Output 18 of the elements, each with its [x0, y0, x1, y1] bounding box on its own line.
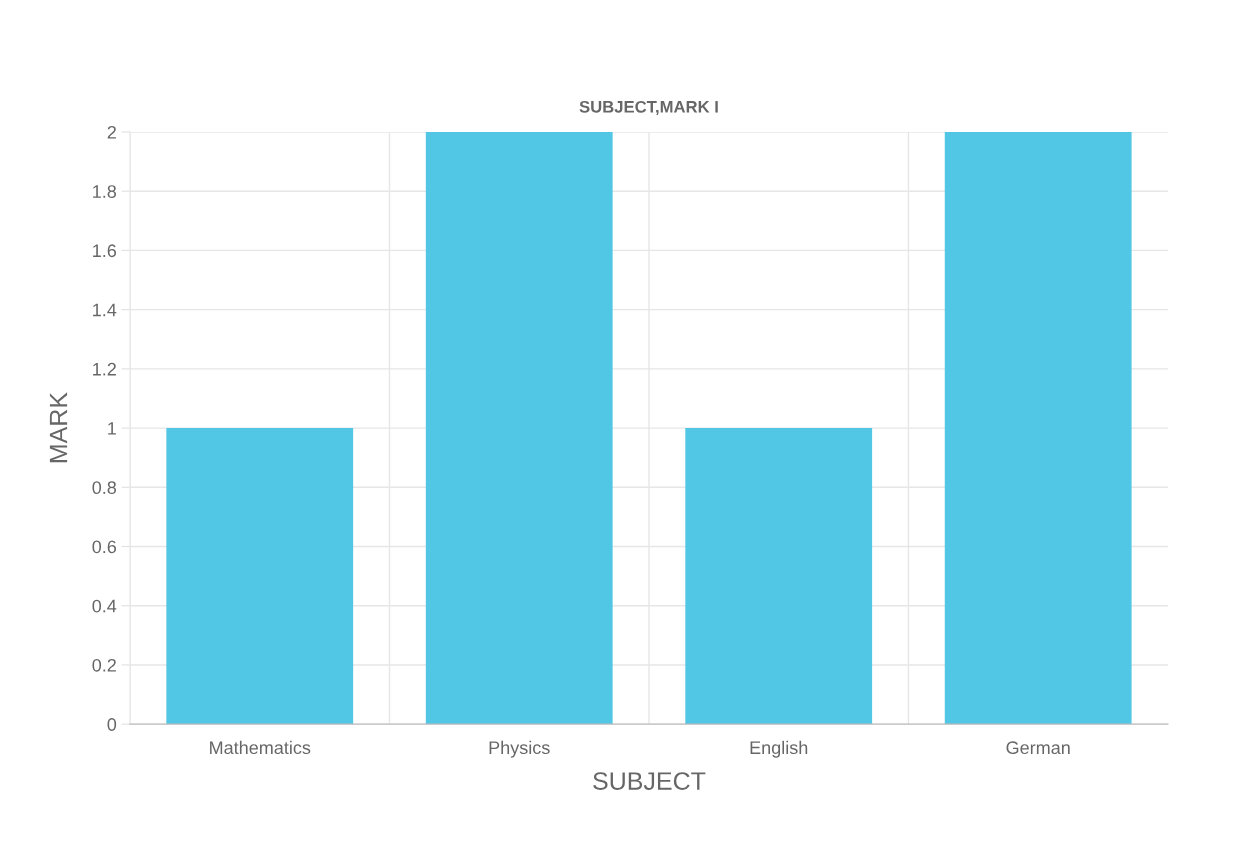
x-tick-label: German — [1006, 741, 1070, 755]
x-tick-label: Mathematics — [210, 740, 311, 755]
chart-title: SUBJECT,MARK I — [579, 100, 718, 116]
y-axis-title: MARK — [49, 392, 68, 463]
y-tick-label: 0.6 — [92, 540, 117, 554]
y-tick-label: 0 — [107, 718, 117, 731]
x-axis-title: SUBJECT — [593, 772, 706, 790]
y-tick-label: 1.8 — [93, 185, 117, 198]
y-tick-label: 0.4 — [92, 599, 117, 613]
y-tick-label: 0.2 — [92, 658, 116, 672]
x-tick-label: English — [750, 740, 808, 758]
y-tick-label: 1.6 — [93, 244, 117, 258]
y-tick-label: 2 — [107, 125, 116, 139]
y-tick-label: 1.4 — [93, 303, 117, 317]
x-tick-label: Physics — [489, 740, 550, 758]
y-tick-label: 1 — [108, 422, 116, 435]
y-tick-label: 0.8 — [92, 481, 117, 495]
y-tick-label: 1.2 — [93, 362, 116, 376]
